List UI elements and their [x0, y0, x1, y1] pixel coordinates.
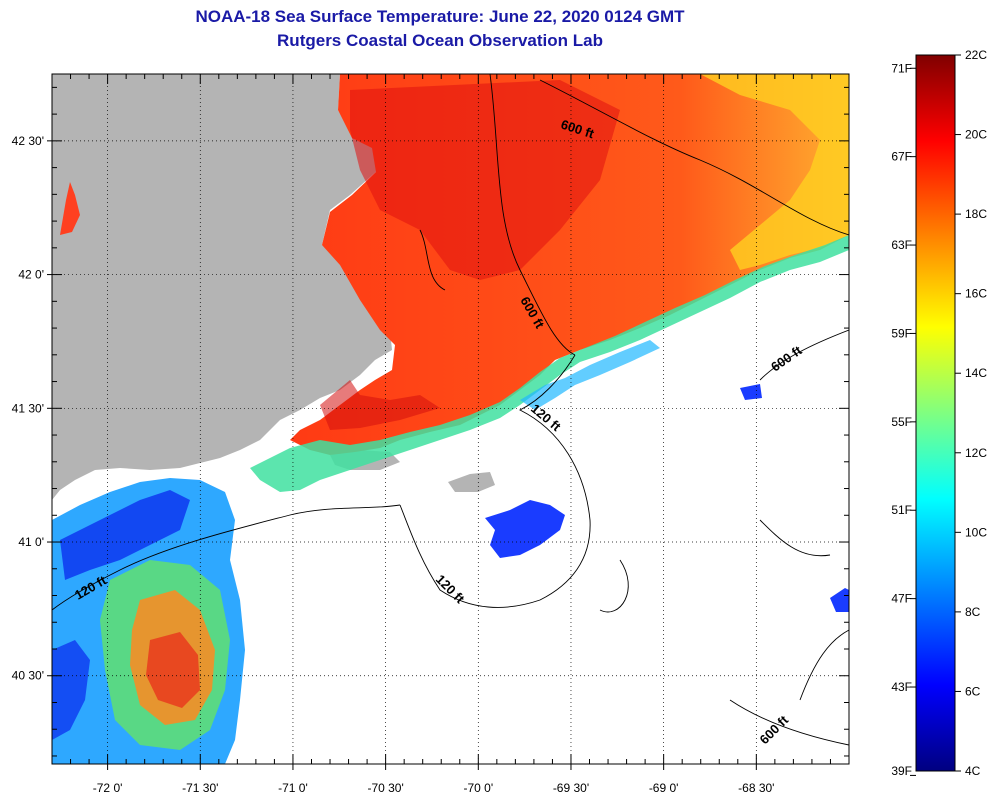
land-nantucket [448, 472, 495, 492]
longitude-label: -68 30' [738, 781, 774, 795]
sst-cyan-band [520, 340, 660, 410]
colorbar-celsius-label: 12C [965, 446, 987, 460]
sst-yellow-region [700, 74, 849, 270]
latitude-label: 41 0' [18, 535, 44, 549]
colorbar-celsius-label: 18C [965, 207, 987, 221]
longitude-label: -72 0' [93, 781, 123, 795]
sst-cold-patch-shoals [485, 500, 565, 558]
colorbar-celsius-label: 16C [965, 287, 987, 301]
colorbar-fahrenheit-label: 43F [891, 680, 912, 694]
colorbar-celsius-label: 14C [965, 366, 987, 380]
longitude-label: -69 30' [553, 781, 589, 795]
sst-front-band [250, 235, 849, 492]
colorbar-celsius-label: 4C [965, 764, 981, 778]
sst-hot-core [350, 80, 620, 280]
sst-cold-patch-east [830, 588, 849, 612]
latitude-label: 41 30' [12, 401, 44, 415]
graticule [52, 74, 849, 764]
latitude-axis: 42 30' 42 0' 41 30' 41 0' 40 30' [12, 134, 44, 683]
colorbar-fahrenheit-label: 39F [891, 764, 912, 778]
axis-ticks [47, 74, 849, 770]
latitude-label: 42 0' [18, 268, 44, 282]
colorbar-fahrenheit-label: 67F [891, 150, 912, 164]
colorbar-fahrenheit-label: 59F [891, 326, 912, 340]
sst-cold-patch-small [740, 384, 762, 400]
latitude-label: 42 30' [12, 134, 44, 148]
bathymetry-contours [52, 74, 849, 746]
longitude-label: -71 0' [278, 781, 308, 795]
longitude-axis: -72 0' -71 30' -71 0' -70 30' -70 0' -69 30' -… [93, 781, 775, 795]
colorbar-celsius-labels: 22C 20C 18C 16C 14C 12C 10C 8C 6C 4C [955, 48, 987, 778]
colorbar-fahrenheit-label: 71F [891, 61, 912, 75]
latitude-label: 40 30' [12, 669, 44, 683]
colorbar-celsius-label: 22C [965, 48, 987, 62]
colorbar-celsius-label: 8C [965, 605, 981, 619]
map-title: NOAA-18 Sea Surface Temperature: June 22… [195, 7, 685, 26]
longitude-label: -69 0' [649, 781, 679, 795]
longitude-label: -71 30' [182, 781, 218, 795]
colorbar-celsius-label: 20C [965, 128, 987, 142]
sst-hot-core-south [320, 380, 440, 430]
sst-small-warm-spot [60, 182, 80, 235]
colorbar-fahrenheit-labels: 71F 67F 63F 59F 55F 51F 47F 43F 39F [891, 61, 916, 778]
land-massachusetts [52, 74, 392, 500]
map-subtitle: Rutgers Coastal Ocean Observation Lab [277, 31, 603, 50]
longitude-label: -70 0' [463, 781, 493, 795]
colorbar-fahrenheit-label: 47F [891, 592, 912, 606]
longitude-label: -70 30' [367, 781, 403, 795]
colorbar-fahrenheit-label: 51F [891, 503, 912, 517]
sst-southwest-hot [146, 632, 200, 708]
colorbar-celsius-label: 10C [965, 525, 987, 539]
colorbar-fahrenheit-label: 63F [891, 238, 912, 252]
colorbar-celsius-label: 6C [965, 684, 981, 698]
map-frame [51, 73, 850, 765]
sst-southwest-blue [60, 490, 190, 580]
colorbar-fahrenheit-label: 55F [891, 415, 912, 429]
sst-southwest-edge-blue [52, 640, 90, 740]
colorbar [915, 54, 956, 772]
